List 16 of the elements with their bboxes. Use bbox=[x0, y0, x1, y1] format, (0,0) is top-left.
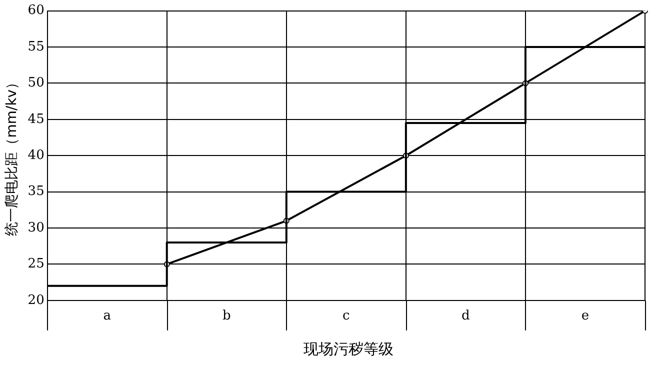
y-tick-label: 20 bbox=[28, 292, 44, 308]
y-tick-label: 25 bbox=[28, 256, 44, 272]
y-tick-label: 35 bbox=[28, 184, 44, 200]
x-tick-label: e bbox=[581, 308, 590, 324]
x-tick-label: a bbox=[103, 308, 112, 324]
y-tick-label: 30 bbox=[28, 220, 44, 236]
y-tick-label: 55 bbox=[28, 39, 44, 54]
x-axis-title: 现场污秽等级 bbox=[302, 340, 394, 359]
x-tick-label: c bbox=[342, 308, 350, 324]
y-tick-label: 45 bbox=[28, 112, 44, 127]
y-tick-label: 40 bbox=[28, 148, 44, 163]
y-axis-title: 统一爬电比距（mm/kv） bbox=[4, 75, 20, 236]
y-tick-label: 50 bbox=[28, 76, 44, 91]
y-tick-label: 60 bbox=[28, 3, 44, 18]
x-tick-label: b bbox=[222, 308, 231, 324]
x-tick-label: d bbox=[462, 308, 470, 324]
